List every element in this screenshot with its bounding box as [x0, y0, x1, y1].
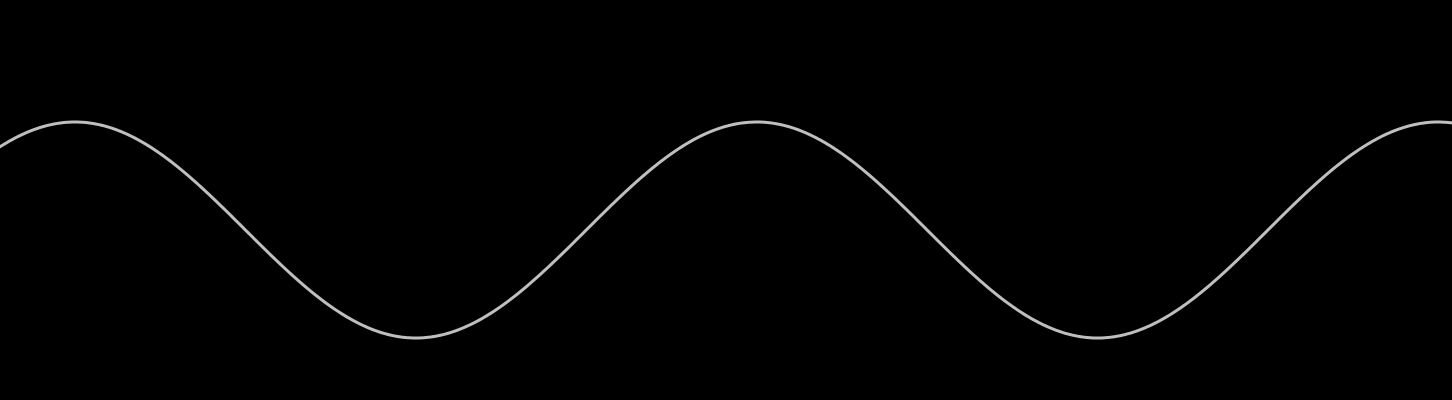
sine-wave-line	[0, 120, 1452, 340]
